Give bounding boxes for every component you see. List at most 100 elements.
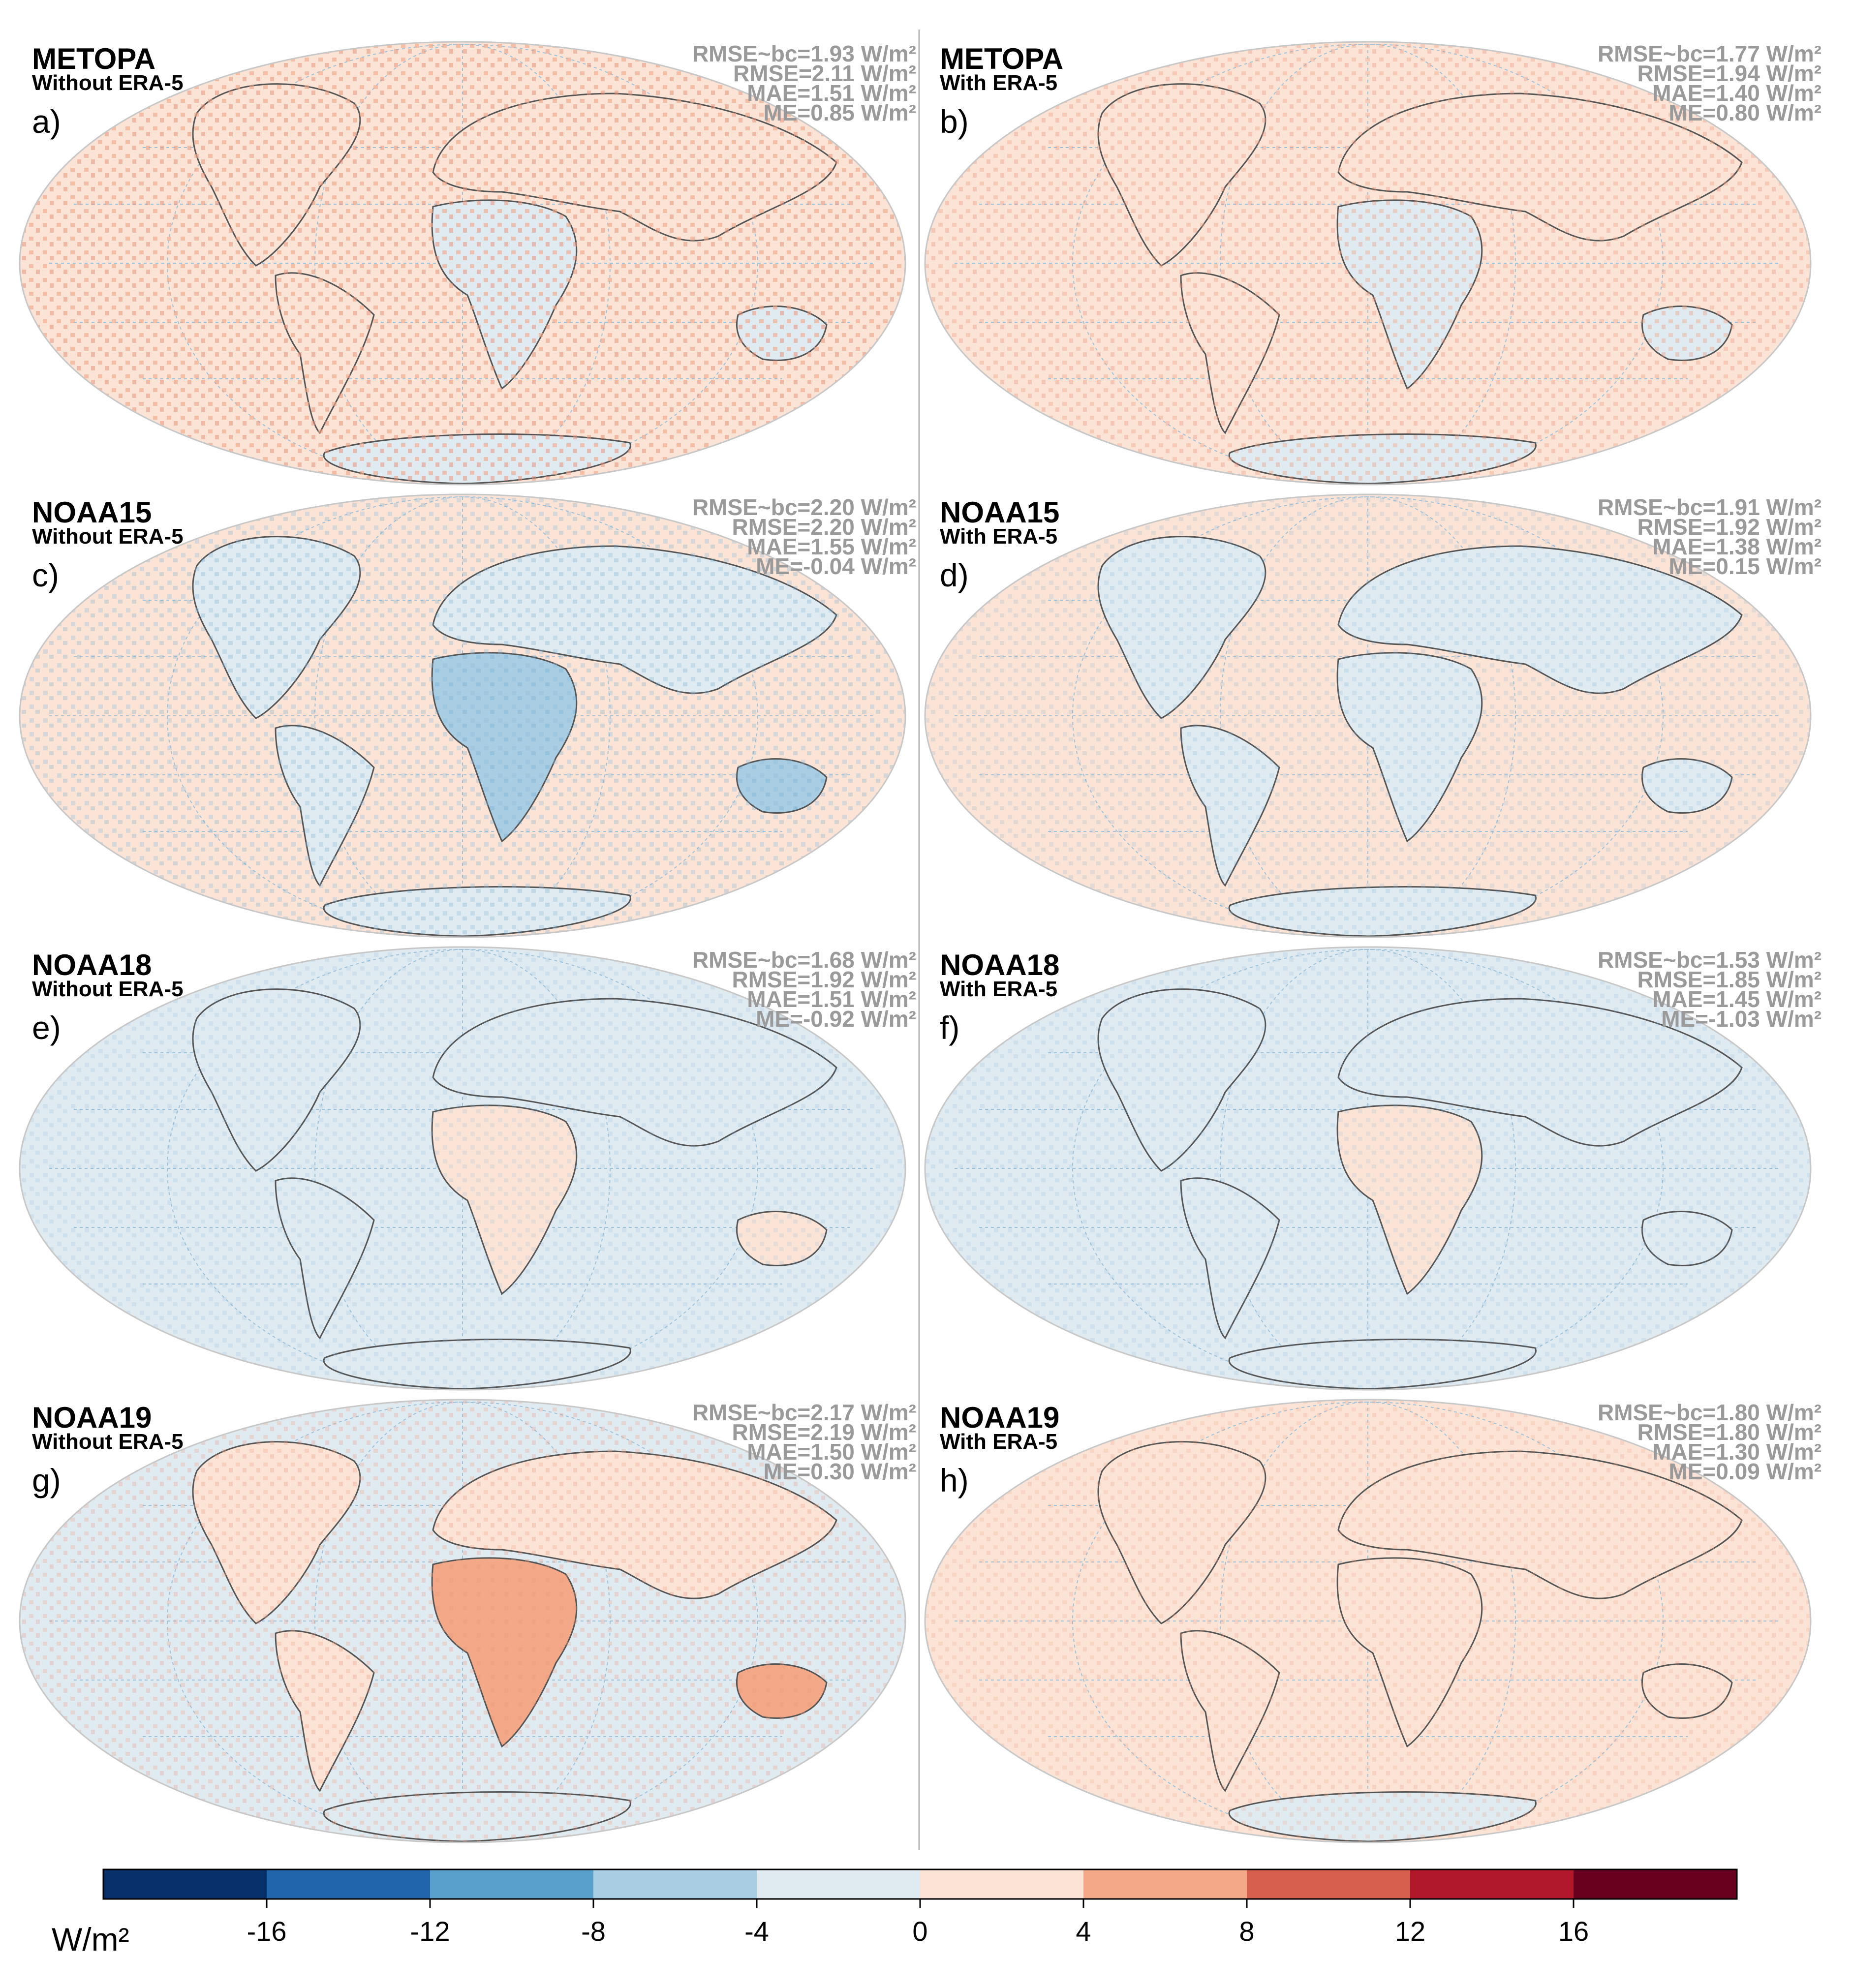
colorbar-tick-label: 8 bbox=[1239, 1916, 1254, 1947]
stat-rmse: RMSE=1.92 W/m² bbox=[732, 967, 917, 992]
stat-mae: MAE=1.30 W/m² bbox=[1652, 1439, 1822, 1465]
map-outline bbox=[19, 41, 906, 486]
bias-cells-overlay bbox=[925, 494, 1811, 937]
stats-block: RMSE~bc=1.91 W/m² RMSE=1.92 W/m² MAE=1.3… bbox=[1598, 494, 1822, 579]
colorbar-tick-label: 4 bbox=[1076, 1916, 1091, 1947]
colorbar-tick-label: -12 bbox=[410, 1916, 450, 1947]
stats-block: RMSE~bc=2.17 W/m² RMSE=2.19 W/m² MAE=1.5… bbox=[692, 1400, 916, 1484]
stat-mae: MAE=1.38 W/m² bbox=[1652, 534, 1822, 559]
panel-letter: b) bbox=[940, 103, 969, 140]
reanalysis-mode: With ERA-5 bbox=[940, 1430, 1057, 1454]
stat-rmse: RMSE=1.92 W/m² bbox=[1637, 514, 1822, 540]
stat-rmse-bc: RMSE~bc=2.20 W/m² bbox=[692, 494, 916, 520]
colorbar-tick-label: -16 bbox=[247, 1916, 287, 1947]
stat-me: ME=-0.92 W/m² bbox=[756, 1006, 916, 1032]
satellite-name: NOAA15 bbox=[940, 496, 1059, 529]
stat-rmse-bc: RMSE~bc=2.17 W/m² bbox=[692, 1400, 916, 1425]
stat-mae: MAE=1.51 W/m² bbox=[747, 986, 916, 1012]
panel-e: NOAA18 Without ERA-5 e) RMSE~bc=1.68 W/m… bbox=[19, 946, 916, 1391]
panel-d: NOAA15 With ERA-5 d) RMSE~bc=1.91 W/m² R… bbox=[924, 493, 1822, 938]
stat-mae: MAE=1.55 W/m² bbox=[747, 534, 916, 559]
satellite-name: NOAA19 bbox=[32, 1401, 152, 1434]
stat-rmse: RMSE=1.80 W/m² bbox=[1637, 1419, 1822, 1445]
stat-mae: MAE=1.40 W/m² bbox=[1652, 80, 1822, 106]
stats-block: RMSE~bc=1.77 W/m² RMSE=1.94 W/m² MAE=1.4… bbox=[1598, 41, 1822, 125]
stats-block: RMSE~bc=2.20 W/m² RMSE=2.20 W/m² MAE=1.5… bbox=[692, 494, 916, 579]
map-outline bbox=[19, 493, 906, 938]
colorbar-tick-label: 12 bbox=[1395, 1916, 1425, 1947]
satellite-name: NOAA18 bbox=[940, 948, 1059, 981]
reanalysis-mode: Without ERA-5 bbox=[32, 1430, 184, 1454]
colorbar-bins bbox=[103, 1869, 1737, 1899]
colorbar-unit: W/m² bbox=[52, 1921, 129, 1957]
stat-me: ME=0.09 W/m² bbox=[1668, 1459, 1822, 1484]
reanalysis-mode: Without ERA-5 bbox=[32, 524, 184, 549]
colorbar-bin bbox=[593, 1869, 757, 1899]
map-outline bbox=[19, 1399, 906, 1843]
panel-letter: c) bbox=[32, 557, 59, 593]
reanalysis-mode: Without ERA-5 bbox=[32, 977, 184, 1001]
stat-rmse: RMSE=2.19 W/m² bbox=[732, 1419, 917, 1445]
reanalysis-mode: With ERA-5 bbox=[940, 977, 1057, 1001]
colorbar-tick-label: 16 bbox=[1558, 1916, 1589, 1947]
stat-rmse-bc: RMSE~bc=1.80 W/m² bbox=[1598, 1400, 1822, 1425]
panel-letter: f) bbox=[940, 1009, 959, 1046]
map-outline bbox=[924, 493, 1812, 938]
bias-cells-overlay bbox=[925, 947, 1811, 1390]
stat-me: ME=0.80 W/m² bbox=[1668, 100, 1822, 125]
colorbar-bin bbox=[430, 1869, 593, 1899]
stats-block: RMSE~bc=1.93 W/m² RMSE=2.11 W/m² MAE=1.5… bbox=[692, 41, 916, 125]
colorbar-bin bbox=[1083, 1869, 1247, 1899]
stat-me: ME=-1.03 W/m² bbox=[1661, 1006, 1822, 1032]
panel-b: METOPA With ERA-5 b) RMSE~bc=1.77 W/m² R… bbox=[924, 41, 1822, 486]
stat-me: ME=0.30 W/m² bbox=[763, 1459, 916, 1484]
reanalysis-mode: Without ERA-5 bbox=[32, 71, 184, 95]
stat-me: ME=-0.04 W/m² bbox=[756, 553, 916, 579]
stat-mae: MAE=1.45 W/m² bbox=[1652, 986, 1822, 1012]
panel-letter: d) bbox=[940, 557, 969, 593]
colorbar-bin bbox=[267, 1869, 430, 1899]
stat-rmse: RMSE=1.94 W/m² bbox=[1637, 61, 1822, 86]
panel-g: NOAA19 Without ERA-5 g) RMSE~bc=2.17 W/m… bbox=[19, 1399, 916, 1843]
bias-cells-overlay bbox=[925, 1400, 1811, 1842]
satellite-name: NOAA15 bbox=[32, 496, 152, 529]
panel-h: NOAA19 With ERA-5 h) RMSE~bc=1.80 W/m² R… bbox=[924, 1399, 1822, 1843]
reanalysis-mode: With ERA-5 bbox=[940, 524, 1057, 549]
colorbar-tick-label: 0 bbox=[912, 1916, 927, 1947]
panel-letter: h) bbox=[940, 1462, 969, 1499]
stat-rmse-bc: RMSE~bc=1.68 W/m² bbox=[692, 947, 916, 973]
stat-rmse: RMSE=1.85 W/m² bbox=[1637, 967, 1822, 992]
bias-cells-overlay bbox=[925, 42, 1811, 485]
panel-c: NOAA15 Without ERA-5 c) RMSE~bc=2.20 W/m… bbox=[19, 493, 916, 938]
colorbar-bin bbox=[1410, 1869, 1574, 1899]
stat-rmse-bc: RMSE~bc=1.77 W/m² bbox=[1598, 41, 1822, 66]
colorbar-bin bbox=[103, 1869, 267, 1899]
stat-me: ME=0.85 W/m² bbox=[763, 100, 916, 125]
bias-cells-overlay bbox=[20, 1400, 905, 1842]
stat-me: ME=0.15 W/m² bbox=[1668, 553, 1822, 579]
colorbar-bin bbox=[1574, 1869, 1737, 1899]
colorbar-tick-label: -8 bbox=[581, 1916, 606, 1947]
panel-f: NOAA18 With ERA-5 f) RMSE~bc=1.53 W/m² R… bbox=[924, 946, 1822, 1391]
colorbar-bin bbox=[1247, 1869, 1410, 1899]
map-outline bbox=[924, 41, 1812, 486]
bias-cells-overlay bbox=[20, 947, 905, 1390]
map-outline bbox=[924, 1399, 1812, 1843]
stat-rmse-bc: RMSE~bc=1.93 W/m² bbox=[692, 41, 916, 66]
stat-mae: MAE=1.50 W/m² bbox=[747, 1439, 916, 1465]
colorbar-tick-marks bbox=[266, 1899, 1575, 1908]
panel-a: METOPA Without ERA-5 a) RMSE~bc=1.93 W/m… bbox=[19, 41, 916, 486]
map-outline bbox=[924, 946, 1812, 1391]
bias-cells-overlay bbox=[20, 494, 905, 937]
map-outline bbox=[19, 946, 906, 1391]
satellite-name: NOAA18 bbox=[32, 948, 152, 981]
panel-letter: g) bbox=[32, 1462, 61, 1499]
satellite-name: NOAA19 bbox=[940, 1401, 1059, 1434]
stat-rmse-bc: RMSE~bc=1.53 W/m² bbox=[1598, 947, 1822, 973]
bias-cells-overlay bbox=[20, 42, 905, 485]
reanalysis-mode: With ERA-5 bbox=[940, 71, 1057, 95]
stats-block: RMSE~bc=1.68 W/m² RMSE=1.92 W/m² MAE=1.5… bbox=[692, 947, 916, 1032]
stat-mae: MAE=1.51 W/m² bbox=[747, 80, 916, 106]
colorbar-bin bbox=[757, 1869, 920, 1899]
